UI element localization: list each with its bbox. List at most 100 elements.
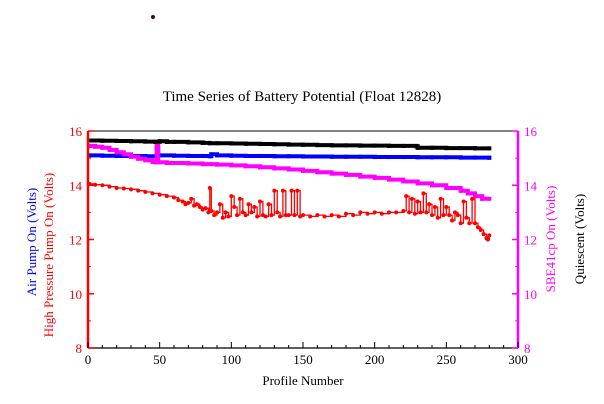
data-point — [289, 188, 294, 193]
data-point — [487, 155, 492, 160]
data-point — [372, 175, 377, 180]
series-line — [89, 183, 490, 241]
data-point — [286, 154, 291, 159]
data-point — [292, 213, 297, 218]
data-point — [481, 232, 486, 237]
data-point — [258, 153, 262, 158]
data-point — [478, 228, 483, 233]
data-point — [401, 179, 406, 184]
data-point — [229, 153, 234, 158]
data-point — [235, 213, 240, 218]
data-point — [217, 202, 222, 207]
right-y-tick-label: 10 — [524, 287, 537, 302]
data-point — [444, 155, 449, 160]
data-point — [143, 139, 148, 144]
data-point — [189, 196, 194, 201]
data-point — [387, 177, 391, 182]
data-point — [485, 237, 490, 242]
data-point — [280, 188, 285, 193]
data-point — [194, 202, 199, 207]
data-point — [344, 154, 348, 159]
data-point — [473, 221, 477, 226]
data-point — [315, 170, 320, 175]
data-point — [272, 188, 277, 193]
data-point — [243, 164, 248, 169]
data-point — [372, 143, 377, 148]
data-point — [286, 142, 291, 147]
right-y-ticks: 8 10 12 14 16 — [512, 124, 538, 356]
x-tick-label: 200 — [365, 352, 385, 367]
data-point — [255, 214, 260, 219]
data-point — [315, 213, 320, 218]
data-point — [358, 143, 363, 148]
data-point — [203, 206, 208, 211]
data-point — [114, 150, 119, 155]
data-point — [172, 195, 176, 200]
data-point — [432, 204, 437, 209]
data-point — [107, 184, 112, 189]
data-point — [473, 194, 477, 199]
right-y-tick-label: 12 — [524, 233, 537, 248]
data-point — [344, 143, 348, 148]
data-point — [156, 160, 161, 165]
x-tick-label: 100 — [222, 352, 242, 367]
data-point — [430, 155, 434, 160]
data-point — [209, 209, 214, 214]
right-y-tick-label: 14 — [524, 178, 538, 193]
data-point — [315, 154, 320, 159]
data-point — [164, 194, 169, 199]
left-y-tick-label: 12 — [69, 233, 82, 248]
data-point — [186, 140, 191, 145]
data-point — [164, 161, 169, 166]
data-point — [344, 211, 348, 216]
x-tick-label: 250 — [437, 352, 457, 367]
data-point — [143, 158, 148, 163]
data-point — [387, 143, 391, 148]
data-point — [301, 168, 305, 173]
data-point — [295, 188, 300, 193]
data-point — [180, 199, 185, 204]
left-y-tick-label: 14 — [69, 178, 83, 193]
data-point — [464, 215, 469, 220]
data-point — [415, 155, 420, 160]
data-point — [215, 210, 219, 215]
data-point — [215, 162, 219, 167]
data-point — [379, 211, 384, 216]
data-point — [470, 196, 475, 201]
data-point — [301, 154, 305, 159]
data-point — [87, 143, 92, 148]
data-point — [301, 142, 305, 147]
data-point — [150, 191, 155, 196]
right-y-tick-label: 16 — [524, 124, 538, 139]
x-tick-label: 0 — [85, 352, 92, 367]
data-point — [351, 213, 356, 218]
x-tick-label: 150 — [293, 352, 313, 367]
data-point — [336, 214, 341, 219]
data-point — [215, 141, 219, 146]
data-point — [475, 225, 480, 230]
data-point — [266, 202, 271, 207]
data-point — [186, 161, 191, 166]
data-point — [243, 141, 248, 146]
data-point — [461, 199, 466, 204]
data-point — [275, 210, 280, 215]
data-point — [447, 213, 452, 218]
x-axis-title: Profile Number — [262, 373, 344, 388]
data-point — [407, 210, 412, 215]
data-point — [87, 138, 92, 143]
data-point — [114, 185, 119, 190]
data-point — [430, 183, 434, 188]
data-point — [286, 213, 291, 218]
data-point — [401, 143, 406, 148]
data-point — [269, 213, 274, 218]
left-y-tick-label: 16 — [69, 124, 83, 139]
data-point — [243, 213, 248, 218]
data-point — [207, 185, 212, 190]
data-point — [93, 182, 98, 187]
data-point — [301, 213, 305, 218]
data-point — [286, 167, 291, 172]
data-point — [100, 138, 105, 143]
data-point — [450, 218, 455, 223]
data-point — [212, 213, 217, 218]
